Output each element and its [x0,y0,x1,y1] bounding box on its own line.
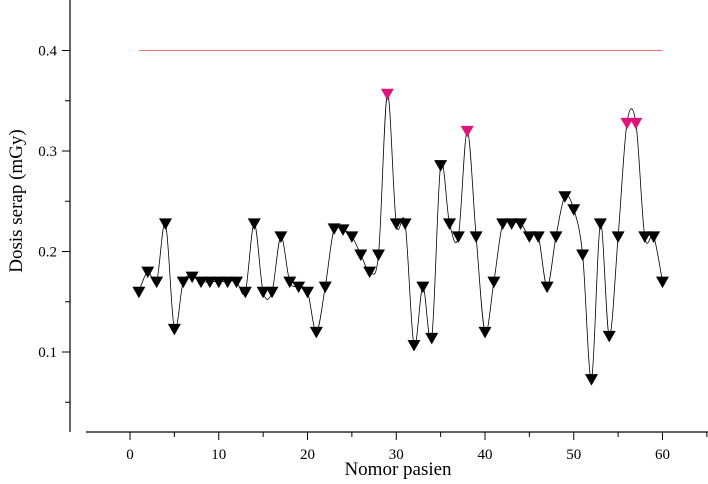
x-axis-label: Nomor pasien [344,459,452,480]
data-point-marker [150,276,164,289]
data-series-line [138,93,663,380]
data-point-marker [274,231,288,243]
data-point-marker [327,223,341,235]
data-point-marker [416,281,430,294]
data-point-marker [656,276,669,289]
data-point-marker-highlight [380,88,394,101]
data-point-marker [540,281,554,294]
data-point-marker [265,286,279,299]
y-tick-label: 0.4 [38,44,57,60]
data-point-marker [593,218,607,230]
data-point-marker [230,276,243,289]
data-point-marker [638,231,652,243]
data-point-marker [496,218,510,230]
data-point-marker [576,249,590,262]
data-point-marker [407,339,421,352]
data-point-marker [478,326,492,339]
data-point-marker [549,231,563,243]
data-point-marker [301,286,314,299]
data-point-marker [203,276,217,289]
x-tick-label: 60 [655,447,670,463]
data-point-marker [256,286,270,299]
data-point-marker [167,323,181,336]
data-point-marker [434,160,448,172]
data-point-marker [647,231,661,243]
data-point-marker [132,286,146,299]
y-tick-label: 0.2 [38,245,57,261]
data-point-marker [309,326,323,339]
data-point-marker [531,231,545,243]
data-point-marker-highlight [629,117,643,130]
data-point-marker [522,231,536,243]
data-point-marker [292,281,306,294]
data-point-marker [221,276,235,289]
data-point-marker [185,271,199,284]
y-tick-label: 0.1 [38,345,57,361]
data-point-marker [247,218,261,230]
x-tick-label: 0 [126,447,134,463]
data-point-marker [425,332,439,345]
data-point-marker [469,231,483,243]
data-point-marker [141,266,155,279]
data-point-marker [602,330,616,343]
x-tick-label: 30 [389,447,404,463]
data-point-marker [372,249,385,262]
data-point-marker [567,204,581,216]
data-point-marker [159,218,172,230]
data-point-marker [345,231,359,243]
y-tick-label: 0.3 [38,144,57,160]
data-point-marker [283,276,297,289]
data-point-marker [318,281,332,294]
x-tick-label: 40 [478,447,493,463]
data-point-marker [238,286,252,299]
data-point-marker [611,231,625,243]
data-point-marker-highlight [620,117,634,130]
axes [62,0,708,440]
data-point-marker [194,276,208,289]
data-point-marker [389,218,403,230]
x-tick-label: 10 [211,447,226,463]
data-point-marker [363,266,377,279]
data-line-layer [138,93,663,380]
data-point-marker [585,374,598,386]
data-point-marker [176,276,190,289]
data-point-marker [558,191,572,203]
data-point-marker [487,276,501,289]
marker-layer [132,88,669,386]
y-axis-label: Dosis serap (mGy) [6,129,27,273]
data-point-marker [451,231,465,243]
data-point-marker [336,224,350,236]
x-tick-label: 50 [566,447,581,463]
data-point-marker-highlight [460,125,474,138]
data-point-marker [505,218,519,230]
data-point-marker [398,218,412,230]
x-tick-label: 20 [300,447,315,463]
tick-label-layer: 0 10 20 30 40 50 60 0.1 0.2 0.3 0.4 [38,44,670,464]
data-point-marker [443,218,456,230]
data-point-marker [354,249,368,262]
data-point-marker [212,276,226,289]
data-point-marker [514,218,527,230]
